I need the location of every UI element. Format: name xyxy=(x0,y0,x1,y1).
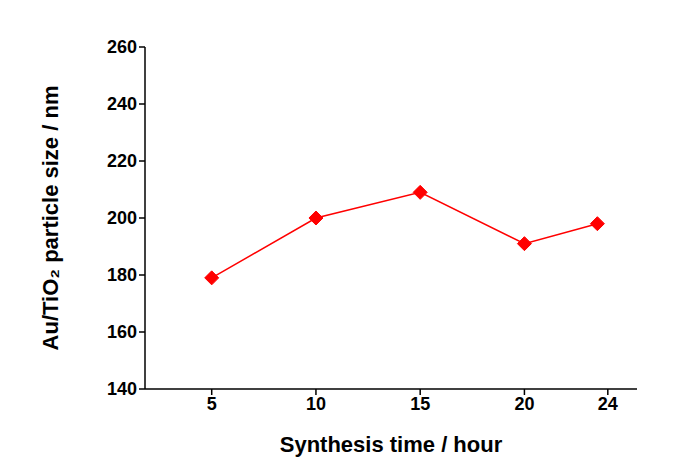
svg-text:200: 200 xyxy=(107,208,137,228)
svg-text:5: 5 xyxy=(207,394,217,414)
svg-text:220: 220 xyxy=(107,151,137,171)
svg-text:260: 260 xyxy=(107,37,137,57)
svg-text:20: 20 xyxy=(514,394,534,414)
svg-text:140: 140 xyxy=(107,379,137,399)
svg-text:Au/TiO₂ particle size / nm: Au/TiO₂ particle size / nm xyxy=(38,86,63,351)
svg-text:180: 180 xyxy=(107,265,137,285)
svg-text:Synthesis time / hour: Synthesis time / hour xyxy=(280,432,503,457)
svg-text:10: 10 xyxy=(306,394,326,414)
svg-text:160: 160 xyxy=(107,322,137,342)
svg-text:15: 15 xyxy=(410,394,430,414)
svg-text:240: 240 xyxy=(107,94,137,114)
svg-text:24: 24 xyxy=(598,394,618,414)
